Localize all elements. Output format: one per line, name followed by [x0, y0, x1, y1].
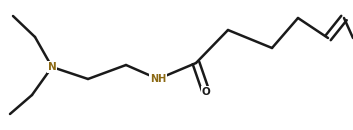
Text: O: O: [202, 87, 210, 97]
Text: N: N: [48, 62, 56, 72]
Text: NH: NH: [150, 74, 166, 84]
